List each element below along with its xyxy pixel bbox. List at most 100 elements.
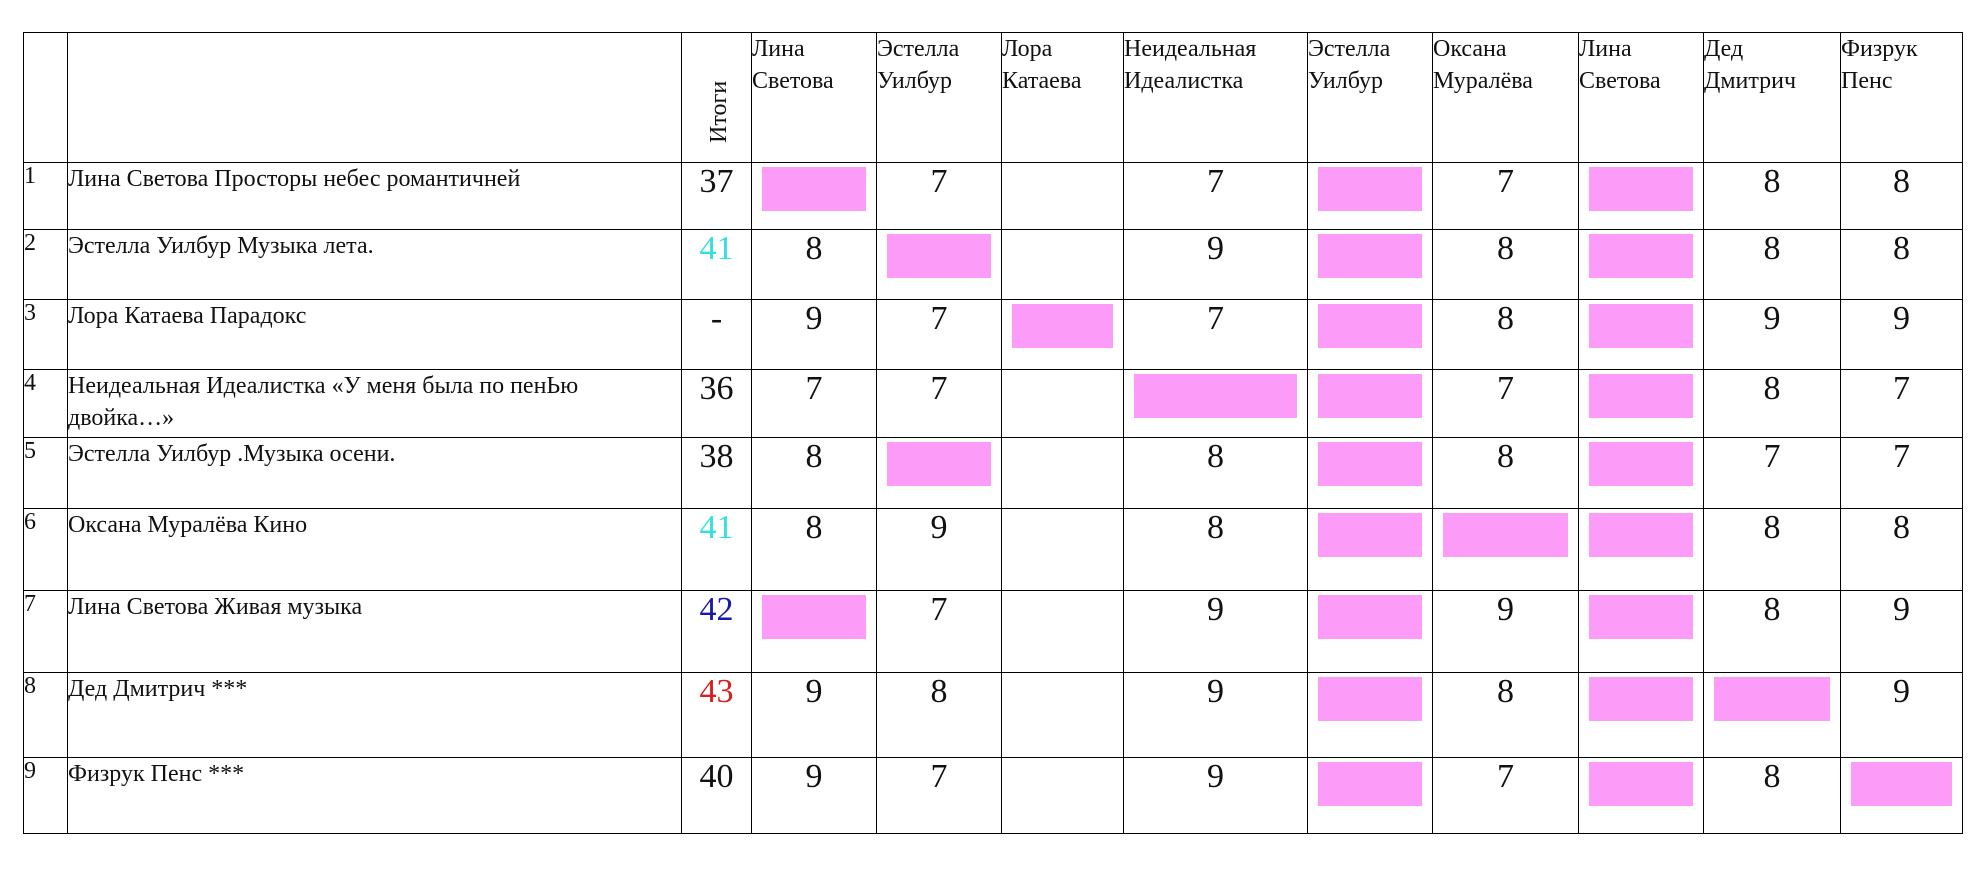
score-value: 9 <box>1207 673 1224 710</box>
self-vote-block <box>1589 234 1693 278</box>
score-cell <box>1001 369 1124 438</box>
score-cell: 7 <box>876 590 1002 673</box>
score-cell: 8 <box>751 437 877 509</box>
table-row: 1 Лина Светова Просторы небес романтичней… <box>23 162 1963 230</box>
judge-header-line1: Дед <box>1704 36 1744 62</box>
score-cell <box>1578 672 1704 758</box>
score-cell: 8 <box>1123 437 1308 509</box>
judge-header: Оксана Муралёва <box>1432 32 1579 163</box>
self-vote-block <box>887 442 991 486</box>
judge-header-line2: Светова <box>1579 68 1661 94</box>
judge-header: Дед Дмитрич <box>1703 32 1841 163</box>
score-cell: 8 <box>1432 672 1579 758</box>
self-vote-block <box>762 167 866 211</box>
score-value: 8 <box>1893 509 1910 546</box>
row-number: 4 <box>23 369 68 438</box>
score-value: 9 <box>805 758 823 795</box>
score-cell: 7 <box>1123 299 1308 370</box>
total-score: 36 <box>681 369 752 438</box>
self-vote-block <box>1443 513 1568 557</box>
score-value: 9 <box>1207 230 1224 267</box>
score-cell: 7 <box>1432 369 1579 438</box>
score-cell: 8 <box>1703 229 1841 300</box>
row-number: 3 <box>23 299 68 370</box>
score-cell <box>1001 757 1124 834</box>
score-cell <box>876 229 1002 300</box>
judge-header-line1: Лора <box>1002 36 1053 62</box>
self-vote-block <box>1318 762 1422 806</box>
entry-title: Физрук Пенс *** <box>67 757 682 834</box>
score-cell: 7 <box>876 757 1002 834</box>
score-cell: 8 <box>1703 369 1841 438</box>
score-value: 9 <box>1207 591 1224 628</box>
header-title-cell <box>67 32 682 163</box>
row-number: 2 <box>23 229 68 300</box>
total-score: 41 <box>681 229 752 300</box>
row-number: 7 <box>23 590 68 673</box>
score-cell: 9 <box>751 672 877 758</box>
score-cell <box>1307 437 1433 509</box>
score-value: 8 <box>1763 370 1781 407</box>
score-value: 8 <box>1893 230 1910 267</box>
self-vote-block <box>1589 762 1693 806</box>
score-value: 9 <box>1497 591 1514 628</box>
score-cell: 8 <box>1703 508 1841 591</box>
total-score: - <box>681 299 752 370</box>
table-body: 1 Лина Светова Просторы небес романтичней… <box>23 162 1963 834</box>
score-value: 7 <box>930 370 948 407</box>
score-cell: 7 <box>876 299 1002 370</box>
judge-header-line1: Лина <box>1579 36 1632 62</box>
judge-header-line2: Дмитрич <box>1704 68 1797 94</box>
score-value: 8 <box>1763 758 1781 795</box>
score-cell <box>1307 229 1433 300</box>
score-cell: 8 <box>1840 508 1963 591</box>
score-cell: 8 <box>1703 757 1841 834</box>
score-value: 8 <box>1207 438 1224 475</box>
self-vote-block <box>1318 234 1422 278</box>
entry-title: Лина Светова Просторы небес романтичней <box>67 162 682 230</box>
score-value: 8 <box>1763 230 1781 267</box>
score-value: 8 <box>1763 591 1781 628</box>
score-cell: 9 <box>1123 757 1308 834</box>
score-value: 9 <box>930 509 948 546</box>
score-cell: 9 <box>1840 590 1963 673</box>
row-number: 8 <box>23 672 68 758</box>
score-cell: 8 <box>1840 162 1963 230</box>
table-row: 7 Лина Светова Живая музыка 42 7 9 9 8 9 <box>23 590 1963 673</box>
score-cell <box>1001 508 1124 591</box>
judge-header-line1: Эстелла <box>877 36 960 62</box>
score-value: 8 <box>1207 509 1224 546</box>
self-vote-block <box>1589 513 1693 557</box>
score-cell <box>1001 162 1124 230</box>
total-score: 43 <box>681 672 752 758</box>
judge-header-line2: Муралёва <box>1433 68 1533 94</box>
score-cell: 7 <box>1703 437 1841 509</box>
score-cell: 9 <box>1123 672 1308 758</box>
table-row: 8 Дед Дмитрич *** 43 9 8 9 8 9 <box>23 672 1963 758</box>
score-cell: 8 <box>751 508 877 591</box>
score-cell: 8 <box>1123 508 1308 591</box>
score-cell: 9 <box>1123 229 1308 300</box>
score-cell: 7 <box>1840 369 1963 438</box>
score-cell <box>1307 508 1433 591</box>
self-vote-block <box>1318 167 1422 211</box>
row-number: 1 <box>23 162 68 230</box>
score-cell <box>1578 590 1704 673</box>
score-cell: 7 <box>751 369 877 438</box>
total-score: 40 <box>681 757 752 834</box>
totals-header-label: Итоги <box>706 80 732 143</box>
score-value: 9 <box>805 673 823 710</box>
judge-header-line1: Эстелла <box>1308 36 1391 62</box>
score-cell: 7 <box>1840 437 1963 509</box>
score-cell: 8 <box>876 672 1002 758</box>
self-vote-block <box>1134 374 1297 418</box>
score-value: 7 <box>930 300 948 337</box>
self-vote-block <box>762 595 866 639</box>
total-score: 37 <box>681 162 752 230</box>
entry-title: Оксана Муралёва Кино <box>67 508 682 591</box>
self-vote-block <box>1318 304 1422 348</box>
entry-title: Лора Катаева Парадокс <box>67 299 682 370</box>
score-cell <box>751 590 877 673</box>
score-value: 7 <box>805 370 823 407</box>
score-cell <box>1307 162 1433 230</box>
